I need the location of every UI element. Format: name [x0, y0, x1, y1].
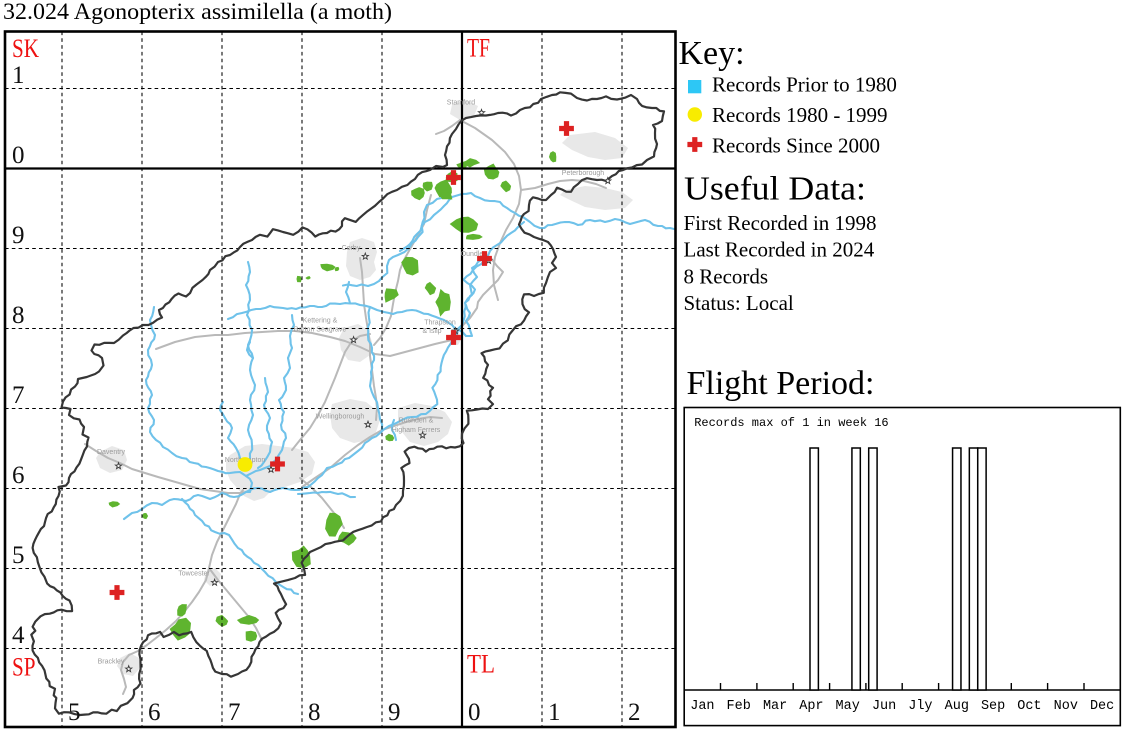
svg-text:Oct: Oct — [1017, 699, 1041, 714]
svg-text:Dec: Dec — [1090, 699, 1114, 714]
svg-text:TF: TF — [467, 34, 490, 63]
svg-text:Mar: Mar — [763, 699, 787, 714]
svg-text:Useful Data:: Useful Data: — [684, 171, 866, 208]
svg-text:Thrapston: Thrapston — [424, 320, 456, 327]
svg-text:8: 8 — [308, 699, 321, 726]
svg-text:5: 5 — [12, 542, 25, 569]
svg-text:4: 4 — [12, 622, 25, 649]
svg-text:Apr: Apr — [799, 699, 823, 714]
svg-text:Records max of 1 in week 16: Records max of 1 in week 16 — [694, 416, 888, 430]
svg-text:Flight Period:: Flight Period: — [687, 365, 875, 402]
svg-text:7: 7 — [228, 699, 241, 726]
svg-text:7: 7 — [12, 382, 25, 409]
svg-text:6: 6 — [12, 462, 25, 489]
svg-text:Records Prior to 1980: Records Prior to 1980 — [712, 73, 897, 97]
svg-text:Nov: Nov — [1054, 699, 1078, 714]
svg-text:5: 5 — [68, 699, 81, 726]
svg-text:Jun: Jun — [872, 699, 896, 714]
svg-text:Peterborough: Peterborough — [562, 170, 605, 177]
svg-text:6: 6 — [148, 699, 161, 726]
svg-text:0: 0 — [468, 699, 481, 726]
svg-text:1: 1 — [548, 699, 561, 726]
svg-text:May: May — [836, 699, 860, 714]
svg-text:8: 8 — [12, 302, 25, 329]
svg-text:Last Recorded in 2024: Last Recorded in 2024 — [684, 238, 875, 262]
svg-text:Sep: Sep — [981, 699, 1005, 714]
svg-text:Towcester: Towcester — [178, 571, 210, 578]
svg-text:First Recorded in 1998: First Recorded in 1998 — [684, 211, 877, 235]
svg-text:9: 9 — [12, 222, 25, 249]
svg-text:Oundle: Oundle — [461, 251, 484, 258]
svg-text:Stamford: Stamford — [447, 100, 476, 107]
svg-text:Feb: Feb — [727, 699, 751, 714]
svg-text:Records Since 2000: Records Since 2000 — [712, 133, 880, 157]
svg-text:Wellingborough: Wellingborough — [316, 414, 365, 421]
svg-text:1: 1 — [12, 62, 25, 89]
svg-text:Kettering &: Kettering & — [303, 318, 338, 325]
svg-text:Corby: Corby — [342, 245, 361, 252]
svg-text:Higham Ferrers: Higham Ferrers — [392, 427, 441, 434]
svg-text:Barton Seagrave: Barton Seagrave — [294, 327, 347, 334]
svg-text:8 Records: 8 Records — [684, 264, 769, 288]
svg-text:Jly: Jly — [908, 699, 932, 714]
svg-text:Daventry: Daventry — [97, 449, 126, 456]
svg-text:SP: SP — [12, 653, 36, 682]
svg-text:TL: TL — [467, 650, 495, 679]
svg-text:2: 2 — [628, 699, 641, 726]
svg-text:Jan: Jan — [690, 699, 714, 714]
svg-text:32.024 Agonopterix assimilella: 32.024 Agonopterix assimilella (a moth) — [3, 0, 392, 24]
svg-text:Brackley: Brackley — [98, 659, 125, 666]
svg-text:SK: SK — [12, 34, 39, 63]
svg-text:Records 1980 - 1999: Records 1980 - 1999 — [712, 103, 888, 127]
svg-text:Status: Local: Status: Local — [684, 291, 794, 315]
svg-text:Aug: Aug — [945, 699, 969, 714]
svg-text:0: 0 — [12, 142, 25, 169]
svg-text:9: 9 — [388, 699, 401, 726]
svg-text:Key:: Key: — [679, 35, 745, 72]
svg-text:Rushden &: Rushden & — [399, 418, 434, 425]
svg-text:& Islip: & Islip — [422, 328, 441, 335]
